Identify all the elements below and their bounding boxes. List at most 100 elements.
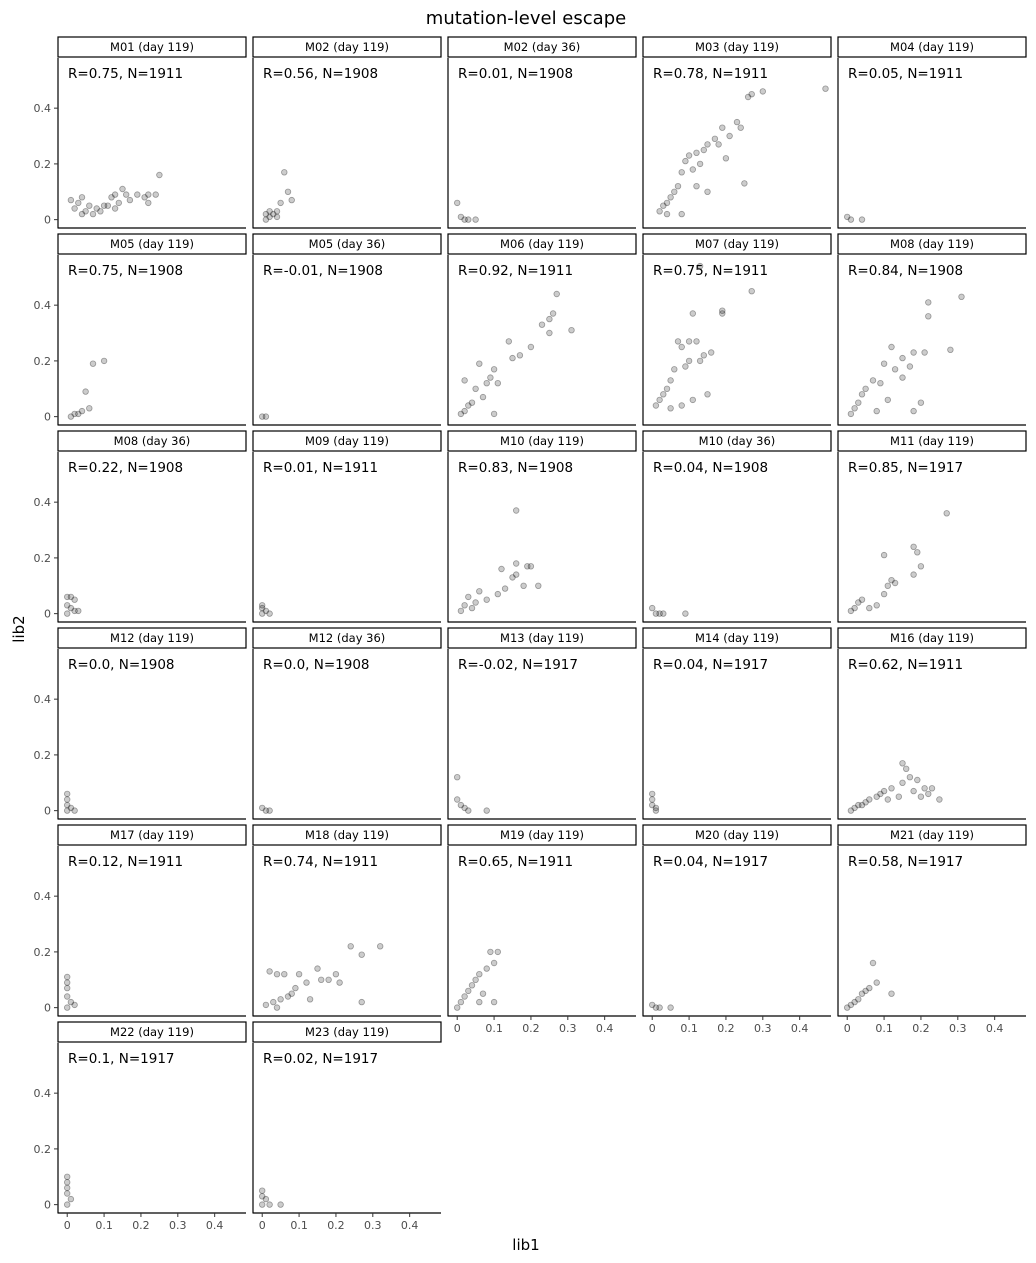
data-point — [855, 996, 862, 1003]
data-point — [325, 976, 332, 983]
data-point — [468, 604, 476, 612]
data-point — [899, 374, 906, 381]
y-tick-label: 0 — [44, 214, 51, 227]
data-point — [704, 391, 711, 398]
data-point — [454, 1004, 461, 1011]
data-point — [906, 774, 914, 781]
data-point — [63, 979, 71, 986]
data-point — [63, 593, 71, 601]
data-point — [748, 288, 755, 295]
x-tick-label: 0 — [64, 1219, 71, 1232]
data-point — [899, 760, 906, 767]
data-point — [741, 180, 748, 187]
facet-strip-label: M11 (day 119) — [890, 434, 974, 448]
facet-strip-label: M12 (day 119) — [110, 631, 194, 645]
y-tick-label: 0.4 — [34, 1087, 52, 1100]
data-point — [667, 405, 674, 412]
data-point — [122, 191, 130, 198]
facet-strip — [837, 233, 1027, 255]
data-point — [461, 377, 468, 384]
x-tick-label: 0 — [454, 1022, 461, 1035]
data-point — [288, 990, 295, 997]
data-point — [649, 790, 656, 798]
x-tick-label: 0.2 — [132, 1219, 150, 1232]
data-point — [700, 146, 707, 154]
x-tick-label: 0.3 — [169, 1219, 187, 1232]
data-point — [82, 388, 89, 395]
data-point — [844, 1004, 851, 1011]
x-tick-label: 0.1 — [485, 1022, 503, 1035]
data-point — [914, 776, 921, 784]
y-tick-label: 0.2 — [34, 1143, 52, 1156]
data-point — [696, 357, 704, 365]
facet-strip-label: M02 (day 36) — [504, 40, 581, 54]
data-point — [678, 169, 685, 176]
data-point — [733, 118, 741, 126]
data-point — [891, 579, 899, 587]
data-point — [284, 188, 292, 195]
data-point — [259, 1201, 266, 1208]
data-point — [744, 93, 752, 101]
facet-strip — [837, 627, 1027, 649]
data-point — [63, 973, 71, 981]
data-point — [67, 604, 75, 612]
facet-panel: M09 (day 119) R=0.01, N=1911 — [252, 430, 442, 623]
data-point — [553, 290, 560, 298]
data-point — [873, 793, 880, 800]
x-tick-label: 0.1 — [290, 1219, 308, 1232]
data-point — [281, 971, 288, 978]
facet-panel: M07 (day 119) R=0.75, N=1911 — [642, 233, 832, 426]
facet-panel: M12 (day 119) R=0.0, N=1908 0 0.2 0.4 — [34, 627, 247, 820]
y-tick-label: 0 — [44, 608, 51, 621]
facet-annotation: R=0.02, N=1917 — [263, 1051, 378, 1067]
data-point — [273, 971, 281, 978]
data-point — [358, 951, 365, 958]
data-point — [277, 199, 284, 207]
facet-strip-label: M03 (day 119) — [695, 40, 779, 54]
x-tick-label: 0.1 — [680, 1022, 698, 1035]
facet-strip-label: M05 (day 36) — [309, 237, 386, 251]
data-point — [487, 374, 494, 381]
facet-panel: M19 (day 119) R=0.65, N=1911 0 0.1 0.2 0.3 0.4 — [447, 824, 637, 1035]
data-point — [693, 149, 700, 156]
data-point — [284, 993, 292, 1000]
data-point — [656, 396, 663, 404]
data-point — [656, 208, 663, 215]
data-point — [678, 402, 685, 409]
data-point — [546, 329, 553, 337]
x-tick-label: 0.3 — [754, 1022, 772, 1035]
data-point — [936, 796, 943, 803]
data-point — [134, 191, 141, 198]
data-point — [928, 785, 936, 792]
data-point — [910, 407, 917, 415]
data-point — [262, 807, 270, 814]
data-point — [270, 998, 277, 1006]
data-point — [914, 549, 921, 556]
facet-strip-label: M02 (day 119) — [305, 40, 389, 54]
data-point — [858, 216, 866, 223]
data-point — [303, 979, 310, 986]
data-point — [674, 338, 682, 345]
facet-strip — [447, 36, 637, 58]
data-point — [877, 790, 884, 798]
data-point — [660, 202, 667, 209]
data-point — [866, 604, 873, 612]
data-point — [674, 182, 682, 190]
facet-strip — [642, 430, 832, 452]
data-point — [259, 804, 266, 812]
data-point — [277, 1201, 284, 1208]
data-point — [869, 959, 877, 967]
data-point — [71, 607, 78, 615]
facet-panel: M05 (day 119) R=0.75, N=1908 0 0.2 0.4 — [34, 233, 247, 426]
data-point — [63, 1004, 71, 1011]
facet-panel: M08 (day 119) R=0.84, N=1908 — [837, 233, 1027, 426]
data-point — [377, 943, 384, 950]
data-point — [693, 338, 700, 345]
data-point — [89, 210, 97, 218]
facet-strip-label: M22 (day 119) — [110, 1025, 194, 1039]
data-point — [259, 610, 266, 617]
facet-panel: M10 (day 119) R=0.83, N=1908 — [447, 430, 637, 623]
data-point — [891, 366, 899, 373]
x-tick-label: 0.3 — [949, 1022, 967, 1035]
facet-strip-label: M01 (day 119) — [110, 40, 194, 54]
